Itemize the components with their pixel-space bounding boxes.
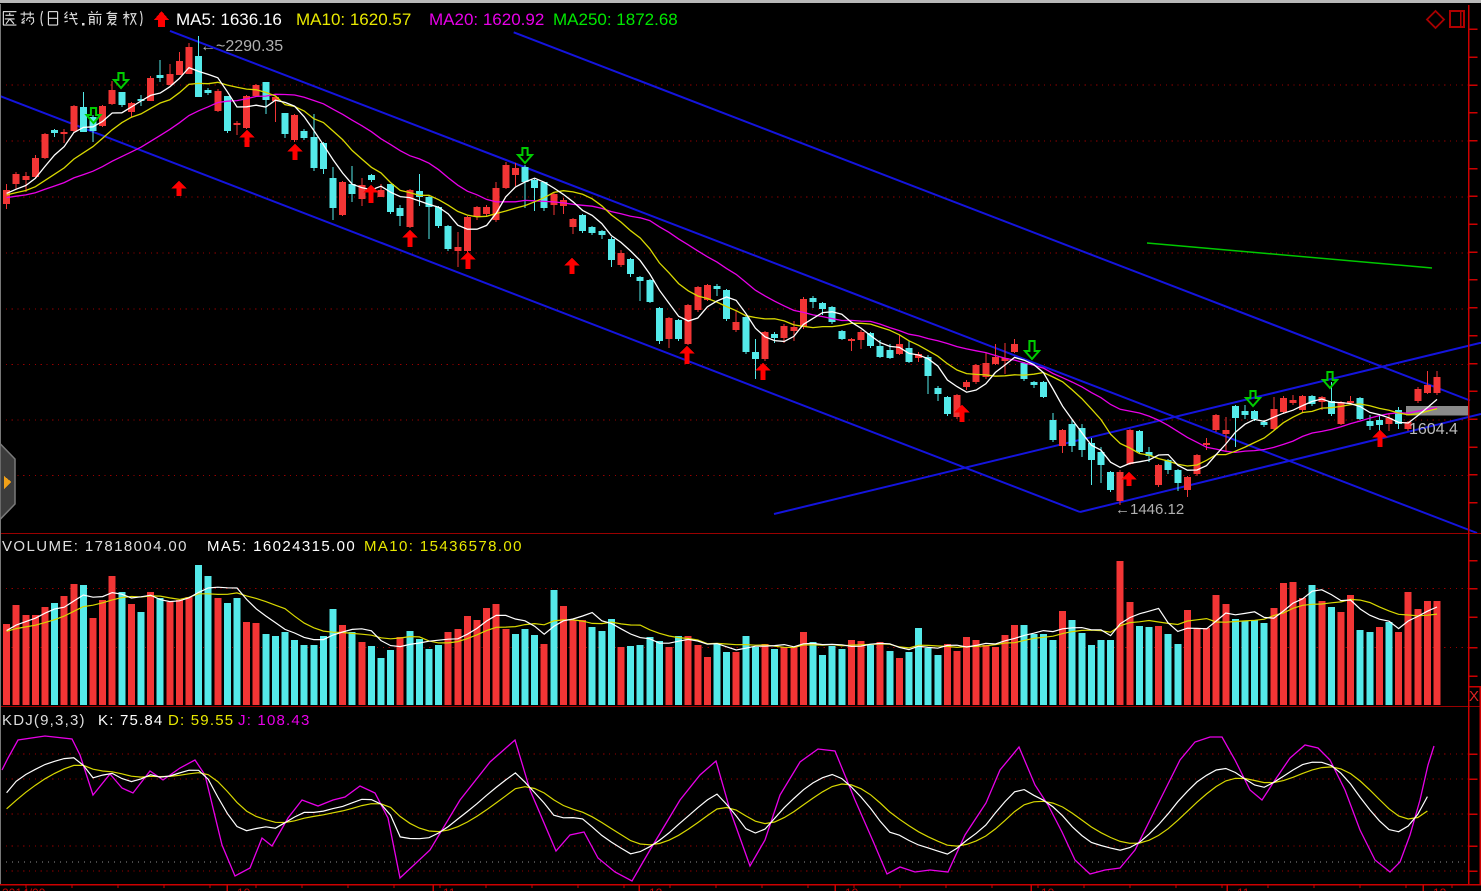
- svg-text:K: 75.84: K: 75.84: [98, 712, 163, 729]
- svg-text:J: 108.43: J: 108.43: [238, 712, 311, 729]
- svg-text:MA10: 15436578.00: MA10: 15436578.00: [364, 538, 523, 555]
- svg-text:12: 12: [1433, 886, 1447, 891]
- svg-text:←1446.12: ←1446.12: [1115, 501, 1184, 518]
- svg-text:11: 11: [1237, 886, 1250, 891]
- svg-text:10: 10: [1041, 886, 1055, 891]
- svg-text:1604.4: 1604.4: [1409, 421, 1458, 438]
- svg-text:←~2290.35: ←~2290.35: [200, 38, 283, 55]
- svg-text:VOLUME: 17818004.00: VOLUME: 17818004.00: [2, 538, 188, 555]
- svg-text:D: 59.55: D: 59.55: [168, 712, 234, 729]
- svg-text:11: 11: [443, 886, 456, 891]
- svg-text:12: 12: [649, 886, 663, 891]
- svg-text:MA5: 1636.16: MA5: 1636.16: [176, 10, 282, 29]
- svg-text:10: 10: [237, 886, 251, 891]
- svg-text:X: X: [1469, 688, 1479, 705]
- svg-text:10: 10: [845, 886, 859, 891]
- svg-text:MA250: 1872.68: MA250: 1872.68: [553, 10, 678, 29]
- svg-text:MA5: 16024315.00: MA5: 16024315.00: [207, 538, 356, 555]
- svg-text:2014/09: 2014/09: [2, 886, 46, 891]
- svg-text:KDJ(9,3,3): KDJ(9,3,3): [2, 712, 86, 729]
- svg-text:MA20: 1620.92: MA20: 1620.92: [429, 10, 544, 29]
- svg-text:MA10: 1620.57: MA10: 1620.57: [296, 10, 411, 29]
